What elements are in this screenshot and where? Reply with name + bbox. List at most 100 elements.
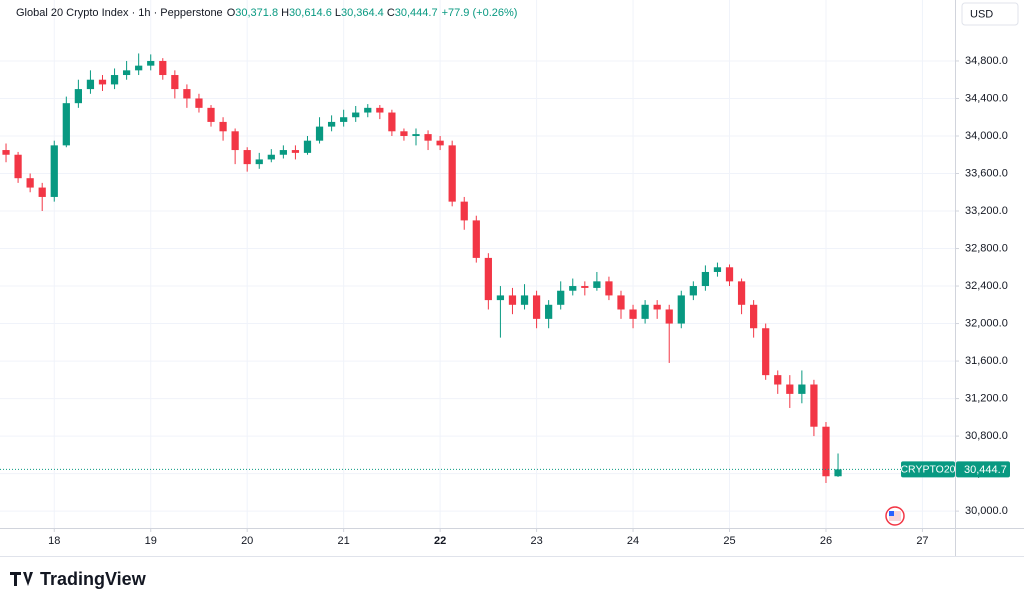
- candle-body: [701, 271, 710, 287]
- x-tick-label: 23: [530, 535, 542, 547]
- x-tick-label: 25: [723, 535, 735, 547]
- x-tick-label: 21: [338, 535, 350, 547]
- candle-body: [508, 295, 517, 305]
- y-tick-label: 32,000.0: [965, 317, 1008, 329]
- grid: [0, 0, 955, 528]
- x-tick-label: 24: [627, 535, 639, 547]
- candle-body: [424, 134, 432, 141]
- candle-body: [436, 140, 444, 146]
- candle-body: [327, 121, 336, 127]
- candle-body: [50, 145, 58, 197]
- candle-body: [62, 103, 70, 146]
- candle-body: [460, 201, 468, 221]
- candle-body: [774, 375, 782, 385]
- currency-box[interactable]: [961, 2, 1019, 26]
- candle-body: [448, 145, 456, 202]
- y-tick-label: 30,800.0: [965, 430, 1008, 442]
- candle-body: [267, 154, 275, 160]
- candle-body: [2, 150, 10, 155]
- header-title: Global 20 Crypto Index · 1h · Pepperston…: [16, 7, 223, 19]
- candle-body: [629, 309, 637, 319]
- header-value: 30,364.4: [341, 7, 384, 19]
- candle-body: [689, 286, 697, 296]
- axes: 30,000.030,400.030,800.031,200.031,600.0…: [0, 7, 1010, 547]
- candle-body: [376, 107, 384, 113]
- x-tick-label: 20: [241, 535, 253, 547]
- candle-body: [750, 304, 758, 329]
- candle-body: [653, 304, 661, 310]
- candle-body: [315, 126, 324, 141]
- header-key: H: [281, 7, 289, 19]
- candles: [2, 53, 842, 483]
- y-tick-label: 33,200.0: [965, 205, 1008, 217]
- candle-body: [713, 267, 722, 272]
- last-price-name-box: [901, 461, 955, 478]
- candle-body: [677, 295, 685, 324]
- y-tick-label: 33,600.0: [965, 167, 1008, 179]
- x-tick-label: 22: [434, 535, 446, 547]
- candle-body: [834, 469, 842, 477]
- candle-body: [98, 79, 107, 85]
- flag-icon: [885, 506, 905, 526]
- header-key: L: [335, 7, 341, 19]
- currency: USD: [970, 8, 993, 20]
- header-value: 30,371.8: [235, 7, 278, 19]
- y-tick-label: 32,400.0: [965, 280, 1008, 292]
- header-change: +77.9 (+0.26%): [442, 7, 518, 19]
- candle-body: [74, 89, 82, 104]
- y-tick-label: 31,600.0: [965, 355, 1008, 367]
- header-value: 30,614.6: [289, 7, 332, 19]
- candle-body: [364, 107, 372, 113]
- candle-body: [183, 89, 191, 99]
- candle-body: [762, 328, 770, 376]
- candle-body: [171, 75, 179, 90]
- header-value: 30,444.7: [395, 7, 438, 19]
- candle-body: [110, 75, 119, 85]
- candle-body: [26, 178, 34, 188]
- candle-body: [569, 286, 577, 291]
- candle-body: [786, 384, 794, 394]
- candle-body: [641, 304, 649, 319]
- y-tick-label: 30,000.0: [965, 505, 1008, 517]
- header-key: C: [387, 7, 395, 19]
- y-tick-label: 34,000.0: [965, 130, 1008, 142]
- candle-body: [545, 304, 553, 319]
- last-price-label: 30,444.7: [964, 464, 1007, 476]
- x-tick-label: 27: [916, 535, 928, 547]
- brand-name: TradingView: [40, 569, 147, 589]
- candle-body: [605, 281, 613, 296]
- last-price-name: CRYPTO20: [900, 464, 955, 476]
- candle-body: [810, 384, 818, 427]
- last-price-box: [956, 461, 1010, 478]
- candle-body: [14, 154, 22, 179]
- candle-body: [291, 150, 300, 153]
- x-tick-label: 26: [820, 535, 832, 547]
- candle-body: [255, 159, 263, 165]
- candle-body: [38, 187, 46, 197]
- candle-body: [195, 98, 203, 108]
- candle-body: [86, 79, 95, 90]
- candle-body: [737, 281, 746, 305]
- candle-body: [822, 426, 830, 477]
- header-key: O: [227, 7, 236, 19]
- candle-body: [581, 286, 589, 288]
- candle-body: [400, 131, 408, 136]
- candle-body: [725, 267, 734, 282]
- brand-icon: [10, 572, 33, 586]
- candle-body: [665, 309, 673, 324]
- flag-body: [889, 511, 901, 521]
- candle-body: [243, 150, 251, 165]
- x-tick-label: 19: [145, 535, 157, 547]
- candle-body: [122, 70, 131, 76]
- x-tick-label: 18: [48, 535, 60, 547]
- header: Global 20 Crypto Index · 1h · Pepperston…: [16, 7, 517, 19]
- candle-body: [532, 295, 541, 319]
- candle-body: [303, 140, 312, 153]
- flag-canton: [889, 511, 894, 516]
- candle-body: [135, 65, 143, 71]
- candle-body: [496, 295, 505, 301]
- candle-body: [219, 121, 227, 132]
- y-tick-label: 34,400.0: [965, 92, 1008, 104]
